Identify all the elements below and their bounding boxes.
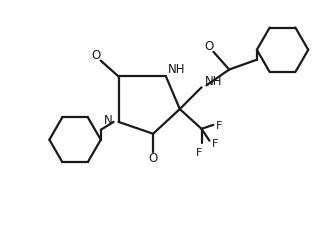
Text: F: F	[212, 138, 218, 148]
Text: O: O	[205, 40, 214, 53]
Text: NH: NH	[168, 63, 185, 76]
Text: F: F	[216, 120, 223, 130]
Text: F: F	[196, 147, 203, 157]
Text: NH: NH	[204, 75, 222, 87]
Text: N: N	[104, 114, 112, 127]
Text: O: O	[91, 49, 100, 62]
Text: O: O	[149, 151, 158, 164]
